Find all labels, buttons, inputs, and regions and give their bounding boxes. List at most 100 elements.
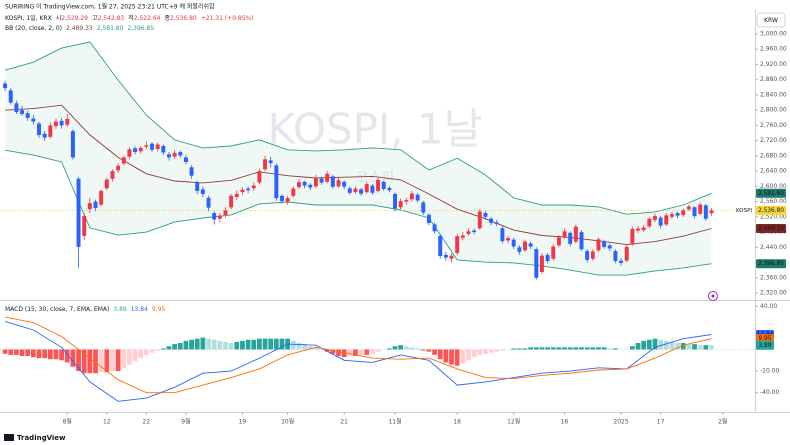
histogram-bar <box>143 349 149 355</box>
histogram-bar <box>110 349 115 372</box>
bb-value: 2,489.33 <box>66 25 93 32</box>
candle-body <box>466 231 471 234</box>
candle-body <box>76 178 81 247</box>
candle-body <box>511 239 516 247</box>
histogram-bar <box>358 349 364 355</box>
x-tick-label: 21 <box>340 419 348 426</box>
symbol-legend: KOSPI, 1일, KRX 시2,529.29 고2,542.83 저2,522.6… <box>5 14 254 22</box>
price-marker-label: 2,581.80 <box>758 191 784 197</box>
y-tick-label: 2,640.00 <box>760 168 787 175</box>
histogram-bar <box>234 341 240 350</box>
histogram-bar <box>511 348 517 350</box>
candle-body <box>675 213 680 216</box>
histogram-bar <box>579 347 584 350</box>
candle-body <box>573 226 578 242</box>
histogram-bar <box>432 349 437 355</box>
histogram-bar <box>454 349 460 366</box>
histogram-bar <box>313 347 319 350</box>
footer: TradingView <box>17 434 66 442</box>
price-marker-label: 2,536.80 <box>758 208 784 214</box>
candle-body <box>703 205 708 219</box>
histogram-bar <box>675 343 680 350</box>
y-tick-label: 40.00 <box>760 303 777 310</box>
y-tick-label: -20.00 <box>760 368 780 375</box>
x-tick-label: 12 <box>103 419 111 426</box>
histogram-bar <box>228 343 234 350</box>
candle-body <box>370 185 375 193</box>
histogram-bar <box>420 349 426 351</box>
axes: 2,320.002,360.002,400.002,440.002,480.00… <box>63 30 787 425</box>
y-tick-label: 2,680.00 <box>760 152 787 159</box>
y-tick-label: 2,720.00 <box>760 137 787 144</box>
histogram-bar <box>273 338 279 350</box>
histogram-bar <box>471 349 477 358</box>
currency-button[interactable] <box>756 12 786 28</box>
candle-body <box>398 201 403 208</box>
candle-body <box>127 149 132 157</box>
candle-body <box>223 210 228 215</box>
price-marker <box>756 259 786 269</box>
histogram-bar <box>177 343 183 350</box>
candle-body <box>195 182 200 191</box>
candle-body <box>460 235 465 238</box>
candle-body <box>133 148 138 153</box>
histogram-bar <box>641 340 647 350</box>
watermark: KOSPI, 1날 <box>268 105 483 154</box>
candle-body <box>296 182 301 188</box>
histogram-bar <box>330 349 336 354</box>
y-tick-label: 3,000.00 <box>760 30 787 37</box>
histogram-bar <box>567 347 573 350</box>
candle-body <box>53 121 58 127</box>
histogram-bar <box>500 349 505 351</box>
publisher: SURIRING 이 TradingView.com, 1월 27, 2025 … <box>5 3 215 11</box>
candle-body <box>607 245 612 249</box>
candle-body <box>285 198 290 202</box>
histogram-bar <box>533 347 539 350</box>
candle-body <box>477 211 482 229</box>
value-marker-label: 3.89 <box>759 343 772 349</box>
histogram-bar <box>14 349 19 355</box>
histogram-bar <box>516 348 522 350</box>
histogram-bar <box>302 344 307 350</box>
y-tick-label: 2,320.00 <box>760 289 787 296</box>
histogram-bar <box>562 347 567 350</box>
candle-body <box>229 195 234 208</box>
candle-body <box>647 218 652 227</box>
candle-body <box>59 120 64 126</box>
candle-body <box>150 143 154 150</box>
candle-body <box>14 103 19 113</box>
value-marker <box>756 340 774 350</box>
bb-legend: BB (20, close, 2, 0) 2,489.33 2,581.80 2,39… <box>5 25 154 32</box>
candle-body <box>325 173 330 182</box>
candle-body <box>121 157 126 164</box>
candle-body <box>359 189 364 194</box>
histogram-bar <box>336 349 341 356</box>
x-tick-label: 8월 <box>63 418 72 426</box>
candle-body <box>313 177 318 187</box>
price-marker-label: 2,489.33 <box>758 226 784 232</box>
candle-body <box>251 185 256 189</box>
candle-body <box>48 125 53 137</box>
candle-body <box>455 236 460 253</box>
candle-body <box>8 90 13 103</box>
histogram-bar <box>166 346 172 350</box>
histogram-bar <box>443 349 449 363</box>
histogram-bar <box>296 343 302 350</box>
histogram-bar <box>25 349 31 356</box>
y-tick-label: 2,520.00 <box>760 213 787 220</box>
histogram-bar <box>426 349 432 352</box>
candle-body <box>20 110 25 114</box>
currency[interactable]: KRW <box>764 17 778 24</box>
candle-body <box>409 193 414 200</box>
bb-value: 2,396.85 <box>127 25 154 32</box>
marker-name: KOSPI <box>736 208 752 214</box>
candle-body <box>206 197 211 208</box>
x-tick-label: 9월 <box>181 418 190 426</box>
indicator-line <box>5 316 712 394</box>
histogram-bar <box>347 349 353 356</box>
histogram-bar <box>93 349 98 374</box>
candle-body <box>686 206 691 210</box>
histogram-bar <box>460 349 466 364</box>
x-tick-label: 2월 <box>718 418 727 426</box>
x-tick-label: 18 <box>453 419 461 426</box>
